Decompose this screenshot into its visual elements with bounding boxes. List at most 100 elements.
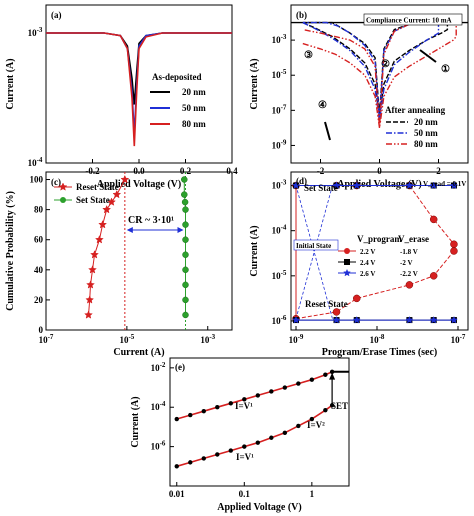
data-point [120, 174, 130, 184]
data-point [90, 250, 99, 259]
x-tick-label: -2 [317, 166, 325, 176]
data-point [323, 372, 328, 377]
data-point [352, 315, 361, 324]
y-tick-label: 10-3 [272, 179, 287, 191]
fit-line-0 [176, 371, 333, 420]
annotation-v2: I=V² [307, 420, 325, 430]
set-arrowhead [329, 372, 336, 380]
y-tick-label: 10-7 [272, 103, 287, 115]
data-point [332, 308, 341, 316]
x-tick-label: 10-5 [119, 333, 134, 345]
legend-label-1: Set State [76, 195, 110, 205]
series-line-0 [302, 21, 449, 116]
legend-marker-0 [344, 248, 350, 254]
annotation-box [363, 13, 463, 26]
data-point [323, 407, 328, 413]
legend-marker-0 [58, 182, 68, 191]
data-point [450, 240, 458, 248]
x-tick-label: 0.2 [180, 166, 192, 176]
data-point [182, 206, 189, 213]
data-point [88, 265, 97, 274]
data-point [282, 385, 288, 390]
data-point [255, 440, 261, 445]
data-point [188, 460, 193, 465]
data-point [429, 215, 438, 224]
data-point [292, 315, 300, 324]
data-point [102, 204, 112, 214]
y-axis-label: Current (A) [249, 58, 260, 109]
data-point [215, 405, 220, 410]
data-point [174, 464, 179, 469]
x-tick-label: 10-7 [39, 333, 54, 345]
legend-marker-2 [343, 268, 351, 277]
x-tick-label: 2 [436, 166, 441, 176]
data-point [201, 456, 206, 461]
x-axis-label: Current (A) [113, 347, 164, 358]
cr-arrowhead-left [126, 227, 133, 233]
data-point [353, 294, 361, 303]
x-tick-label: 1 [310, 489, 315, 499]
legend-label-0: 20 nm [182, 87, 206, 97]
data-point [242, 397, 247, 402]
series-line-1 [302, 21, 440, 121]
x-axis-label: Applied Voltage (V) [217, 502, 301, 513]
arrow-4 [324, 121, 331, 141]
legend-header-erase: V_erase [398, 234, 429, 244]
legend-header-program: V_program [357, 234, 402, 244]
cross-line-b [295, 185, 333, 319]
x-tick-label: 10-8 [370, 333, 385, 345]
x-axis-label: Program/Erase Times (sec) [322, 347, 438, 358]
initial-state-label: Initial State [296, 242, 331, 250]
panel-label: (c) [51, 177, 61, 187]
legend-program-2: 2.6 V [360, 270, 375, 278]
panel-e: 0.01 0.1 1 10-2 10-4 10-6 (e) I=V¹ I=V² I=V¹ SET Ap… [130, 357, 350, 513]
data-point [296, 381, 301, 386]
data-point [449, 181, 458, 189]
x-tick-label: 10-9 [289, 333, 304, 345]
y-tick-label: 80 [34, 205, 44, 215]
y-tick-label: 10-2 [151, 361, 166, 373]
data-point [182, 266, 189, 274]
data-point [332, 181, 341, 189]
y-tick-label: 10-6 [272, 314, 287, 326]
data-point [429, 181, 438, 189]
y-tick-label: 10-5 [272, 68, 287, 80]
data-point [112, 189, 122, 199]
data-point [94, 235, 104, 244]
y-tick-label: 20 [34, 295, 44, 305]
data-point [282, 430, 288, 436]
compliance-annotation: Compliance Current: 10 mA [366, 17, 452, 25]
legend-title: After annealing [385, 105, 446, 115]
cr-annotation: CR ~ 3·10¹ [128, 215, 174, 226]
legend-marker-1 [60, 197, 66, 203]
data-point [182, 236, 189, 243]
y-tick-label: 10-5 [272, 269, 287, 281]
legend-label-0: Reset State [76, 182, 119, 192]
legend-program-1: 2.4 V [360, 259, 375, 267]
data-point [181, 176, 188, 183]
data-point [269, 389, 274, 394]
x-tick-label: 0.01 [169, 489, 185, 499]
step-label-4: ④ [318, 100, 327, 111]
x-axis-label: Applied Voltage (V) [97, 179, 181, 190]
x-tick-label: 10-3 [200, 333, 215, 345]
data-point [449, 315, 458, 324]
data-point [429, 315, 438, 324]
legend-program-0: 2.2 V [360, 248, 375, 256]
series-line-2 [46, 32, 232, 147]
data-point [255, 393, 261, 398]
data-point [201, 408, 206, 414]
y-axis-label: Current (A) [249, 225, 260, 276]
data-point [181, 198, 189, 206]
data-point [332, 315, 341, 324]
y-tick-label: 10-4 [28, 156, 43, 168]
data-point [352, 181, 361, 189]
data-point [84, 310, 93, 319]
legend-erase-2: -2.2 V [400, 270, 418, 278]
legend-label-1: 50 nm [182, 103, 206, 113]
data-point [182, 251, 189, 259]
legend-label-1: 50 nm [414, 128, 438, 138]
data-point [182, 221, 189, 228]
data-point [174, 416, 179, 422]
